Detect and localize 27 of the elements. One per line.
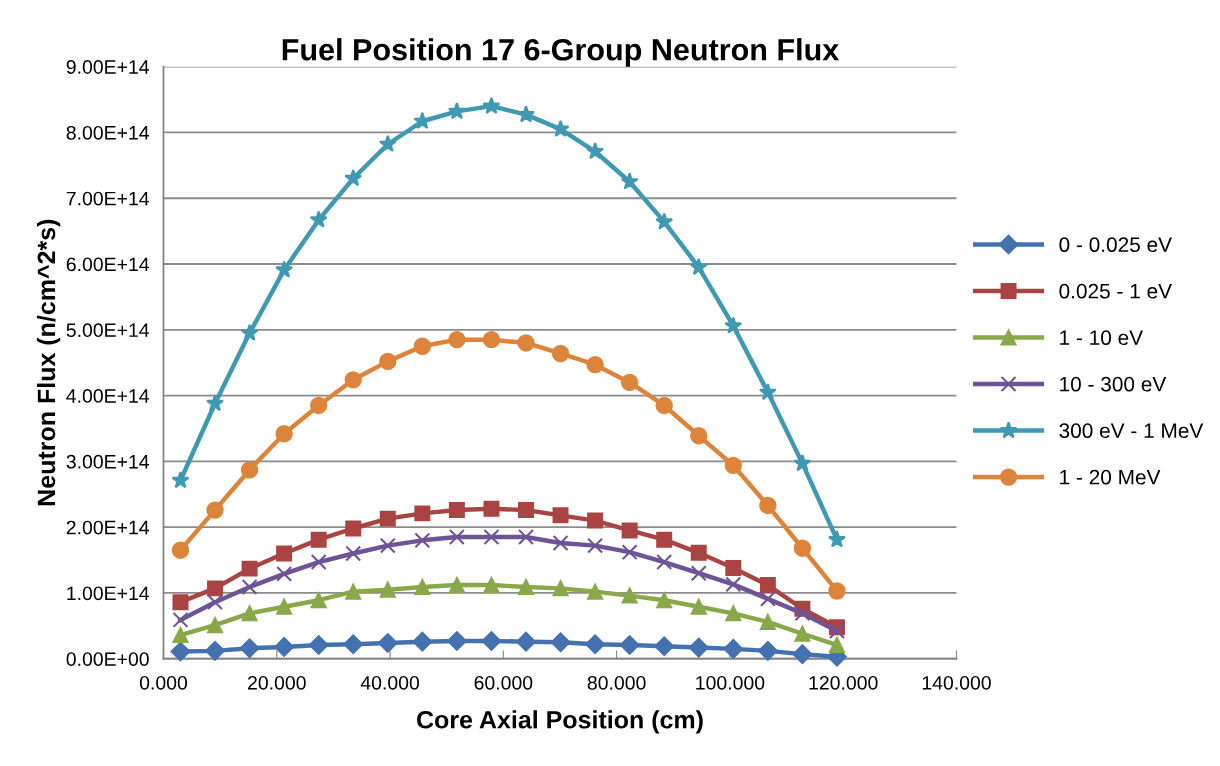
x-tick-label: 80.000	[587, 675, 646, 690]
legend-label: 0 - 0.025 eV	[1059, 237, 1172, 253]
y-tick-label: 7.00E+14	[66, 191, 150, 206]
legend-label: 0.025 - 1 eV	[1059, 283, 1172, 299]
legend-label: 10 - 300 eV	[1060, 376, 1167, 392]
y-tick-label: 6.00E+14	[66, 257, 150, 272]
legend-label: 1 - 20 MeV	[1060, 469, 1161, 485]
chart-title: Fuel Position 17 6-Group Neutron Flux	[282, 38, 840, 67]
y-tick-label: 3.00E+14	[66, 454, 150, 469]
y-tick-label: 8.00E+14	[66, 125, 150, 140]
y-tick-label: 0.00E+00	[66, 652, 149, 666]
y-tick-label: 9.00E+14	[66, 60, 150, 74]
x-tick-label: 100.000	[696, 675, 765, 690]
x-tick-label: 140.000	[922, 675, 991, 690]
x-tick-label: 20.000	[248, 675, 306, 690]
x-tick-label: 40.000	[360, 675, 420, 690]
legend-label: 300 eV - 1 MeV	[1059, 423, 1204, 439]
x-axis-title: Core Axial Position (cm)	[417, 710, 703, 734]
x-tick-label: 0.000	[139, 675, 188, 690]
x-tick-label: 120.000	[809, 675, 878, 690]
y-tick-label: 2.00E+14	[66, 520, 150, 535]
legend-label: 1 - 10 eV	[1060, 330, 1144, 346]
y-axis-title: Neutron Flux (n/cm^2*s)	[36, 219, 61, 506]
x-tick-label: 60.000	[474, 675, 533, 690]
y-tick-label: 5.00E+14	[66, 323, 150, 338]
y-tick-label: 4.00E+14	[66, 389, 150, 403]
y-tick-label: 1.00E+14	[67, 586, 150, 601]
